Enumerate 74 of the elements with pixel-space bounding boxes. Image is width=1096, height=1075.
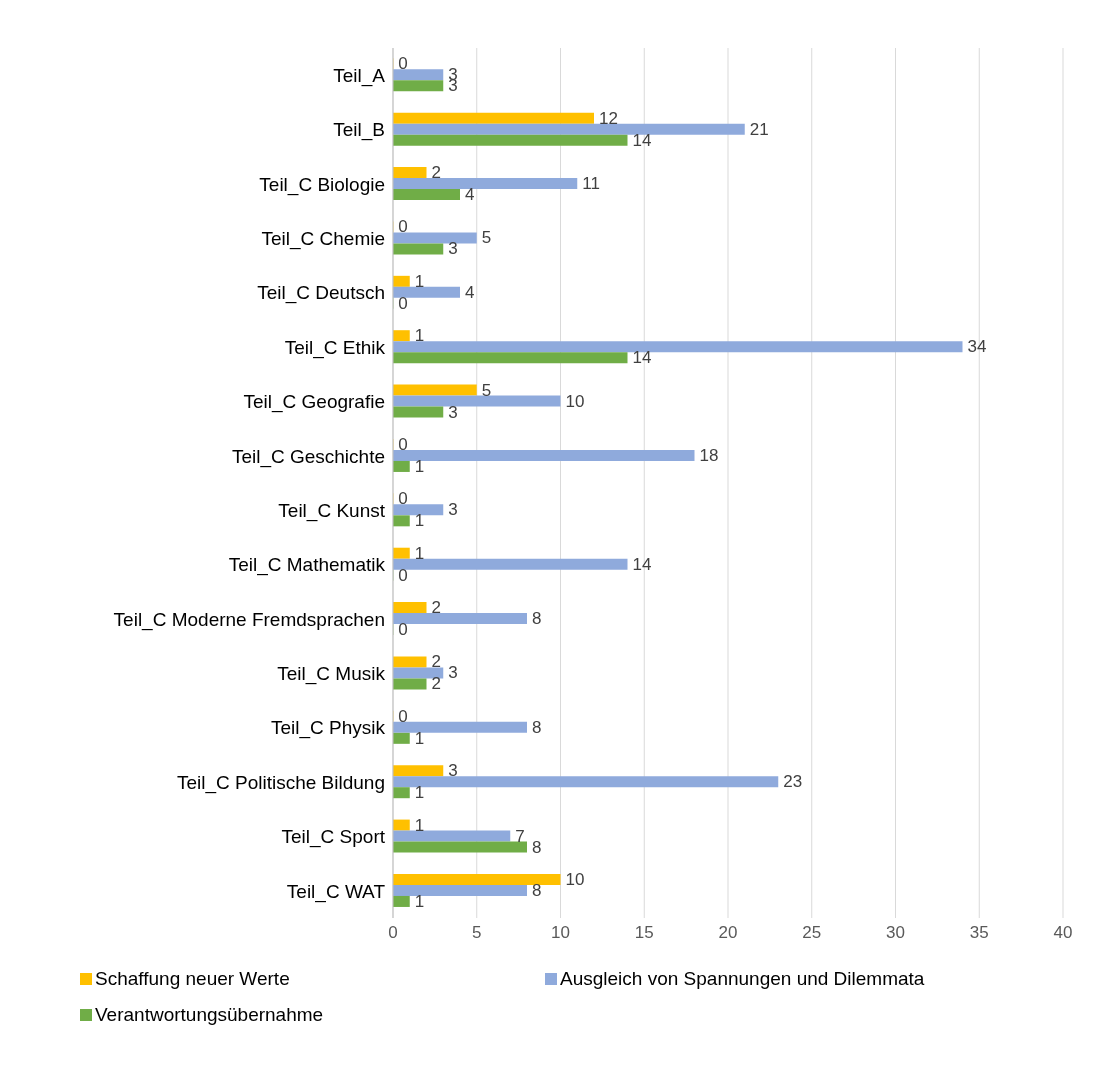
data-label: 1	[414, 326, 425, 346]
data-label: 10	[565, 391, 585, 411]
data-label: 0	[398, 293, 408, 313]
data-label: 1	[414, 543, 425, 563]
x-tick-label: 35	[969, 923, 989, 943]
data-label: 1	[414, 891, 425, 911]
y-tick-label: Teil_C Politische Bildung	[176, 771, 385, 794]
data-label: 2	[431, 674, 441, 694]
data-label: 2	[431, 652, 441, 672]
y-tick-label: Teil_B	[333, 119, 385, 142]
x-tick-label: 20	[718, 923, 738, 943]
data-label: 2	[431, 598, 441, 618]
y-tick-label: Teil_C WAT	[286, 880, 386, 903]
data-label: 8	[532, 609, 542, 629]
data-label: 12	[599, 108, 618, 128]
y-tick-label: Teil_C Biologie	[259, 173, 385, 196]
data-label: 8	[532, 717, 542, 737]
y-tick-label: Teil_C Deutsch	[257, 282, 385, 305]
data-label: 0	[398, 54, 408, 74]
data-label: 18	[699, 445, 719, 465]
y-tick-label: Teil_C Mathematik	[228, 554, 386, 577]
data-label: 1	[414, 728, 425, 748]
data-label: 3	[448, 663, 458, 683]
data-label: 14	[632, 348, 652, 368]
data-label: 3	[448, 239, 458, 259]
x-tick-label: 25	[802, 923, 822, 943]
legend-label: Verantwortungsübernahme	[95, 1004, 324, 1026]
data-label: 3	[448, 402, 458, 422]
data-label: 5	[481, 228, 492, 248]
data-label: 3	[448, 500, 458, 520]
y-tick-label: Teil_C Physik	[270, 717, 386, 740]
data-label: 1	[414, 271, 425, 291]
x-tick-label: 0	[388, 923, 398, 943]
data-label: 1	[414, 511, 425, 531]
data-label: 1	[414, 783, 425, 803]
data-label: 8	[532, 880, 542, 900]
x-tick-label: 5	[472, 923, 482, 943]
y-tick-label: Teil_C Musik	[277, 663, 386, 686]
data-label: 0	[398, 706, 408, 726]
y-tick-label: Teil_C Moderne Fremdsprachen	[113, 608, 385, 631]
y-tick-label: Teil_C Sport	[281, 826, 386, 849]
data-label: 4	[465, 185, 475, 205]
data-label: 7	[515, 826, 525, 846]
data-label: 0	[398, 489, 408, 509]
data-label: 34	[967, 337, 987, 357]
data-label: 14	[632, 130, 652, 150]
legend-label: Schaffung neuer Werte	[95, 968, 290, 990]
data-label: 1	[414, 456, 425, 476]
data-label: 23	[783, 772, 803, 792]
data-label: 14	[632, 554, 652, 574]
data-label: 21	[749, 119, 769, 139]
x-tick-label: 40	[1053, 923, 1073, 943]
y-tick-label: Teil_C Kunst	[278, 499, 386, 522]
data-label: 5	[481, 380, 492, 400]
data-label: 1	[414, 815, 425, 835]
legend-label: Ausgleich von Spannungen und Dilemmata	[560, 968, 925, 990]
data-label: 0	[398, 434, 408, 454]
y-tick-label: Teil_C Geografie	[243, 391, 385, 414]
data-label: 10	[565, 869, 585, 889]
x-tick-label: 15	[634, 923, 654, 943]
data-label: 8	[532, 837, 542, 857]
data-label: 0	[398, 565, 408, 585]
data-label: 3	[448, 761, 458, 781]
y-tick-label: Teil_C Ethik	[284, 336, 386, 359]
data-label: 11	[582, 174, 600, 194]
data-label: 2	[431, 163, 441, 183]
data-label: 0	[398, 217, 408, 237]
x-tick-label: 30	[886, 923, 905, 943]
y-tick-label: Teil_A	[333, 64, 386, 87]
y-tick-label: Teil_C Chemie	[261, 228, 385, 251]
y-tick-label: Teil_C Geschichte	[231, 445, 385, 468]
x-tick-label: 10	[551, 923, 570, 943]
data-label: 4	[465, 282, 475, 302]
data-label: 0	[398, 620, 408, 640]
